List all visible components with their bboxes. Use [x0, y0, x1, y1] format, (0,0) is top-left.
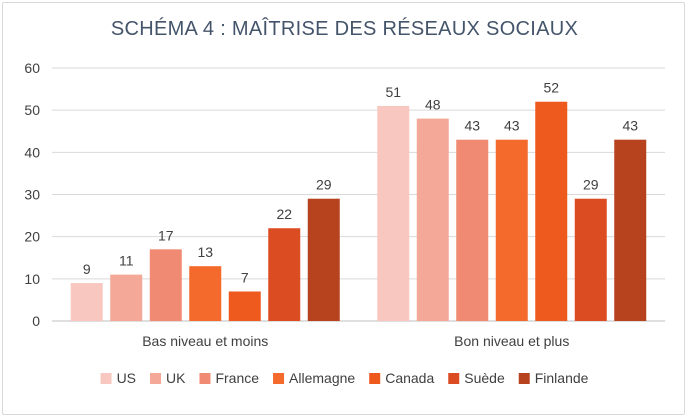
- legend-swatch: [150, 373, 162, 384]
- bar: [574, 198, 607, 321]
- legend-swatch: [369, 373, 381, 384]
- bar: [268, 228, 301, 321]
- data-label: 7: [241, 269, 249, 285]
- data-label: 29: [583, 177, 599, 193]
- y-tick-label: 60: [24, 60, 40, 76]
- legend-label: Allemagne: [289, 370, 355, 386]
- y-tick-label: 20: [24, 229, 40, 245]
- bar: [228, 291, 261, 321]
- legend-label: Finlande: [535, 370, 589, 386]
- legend-label: US: [117, 370, 136, 386]
- chart-border: [2, 2, 685, 415]
- data-label: 43: [504, 118, 520, 134]
- y-tick-label: 30: [24, 187, 40, 203]
- bar: [614, 139, 647, 321]
- bar: [535, 101, 568, 321]
- data-label: 29: [316, 177, 332, 193]
- legend-swatch: [448, 373, 460, 384]
- legend-swatch: [273, 373, 285, 384]
- bar: [149, 249, 182, 321]
- bar: [495, 139, 528, 321]
- data-label: 13: [197, 244, 213, 260]
- bar: [307, 198, 340, 321]
- data-label: 11: [119, 253, 134, 269]
- data-label: 48: [425, 97, 441, 113]
- data-label: 43: [622, 118, 638, 134]
- legend-label: UK: [166, 370, 186, 386]
- y-tick-label: 0: [32, 313, 40, 329]
- x-category-label: Bas niveau et moins: [142, 333, 268, 349]
- bar: [110, 274, 143, 321]
- data-label: 43: [464, 118, 480, 134]
- bar: [377, 105, 410, 321]
- chart-title: SCHÉMA 4 : MAÎTRISE DES RÉSEAUX SOCIAUX: [110, 18, 579, 40]
- bar: [456, 139, 489, 321]
- bar: [416, 118, 449, 321]
- data-label: 51: [385, 84, 401, 100]
- legend-label: Canada: [385, 370, 434, 386]
- data-label: 9: [83, 261, 91, 277]
- x-category-label: Bon niveau et plus: [454, 333, 569, 349]
- legend-swatch: [100, 373, 112, 384]
- bar: [70, 283, 103, 321]
- legend-swatch: [199, 373, 211, 384]
- y-tick-label: 50: [24, 102, 40, 118]
- data-label: 52: [543, 80, 559, 96]
- y-tick-label: 10: [24, 271, 40, 287]
- data-label: 22: [276, 206, 292, 222]
- legend-label: France: [215, 370, 259, 386]
- bar: [189, 266, 222, 321]
- legend-swatch: [518, 373, 530, 384]
- data-label: 17: [158, 227, 174, 243]
- y-tick-label: 40: [24, 144, 40, 160]
- legend-label: Suède: [464, 370, 505, 386]
